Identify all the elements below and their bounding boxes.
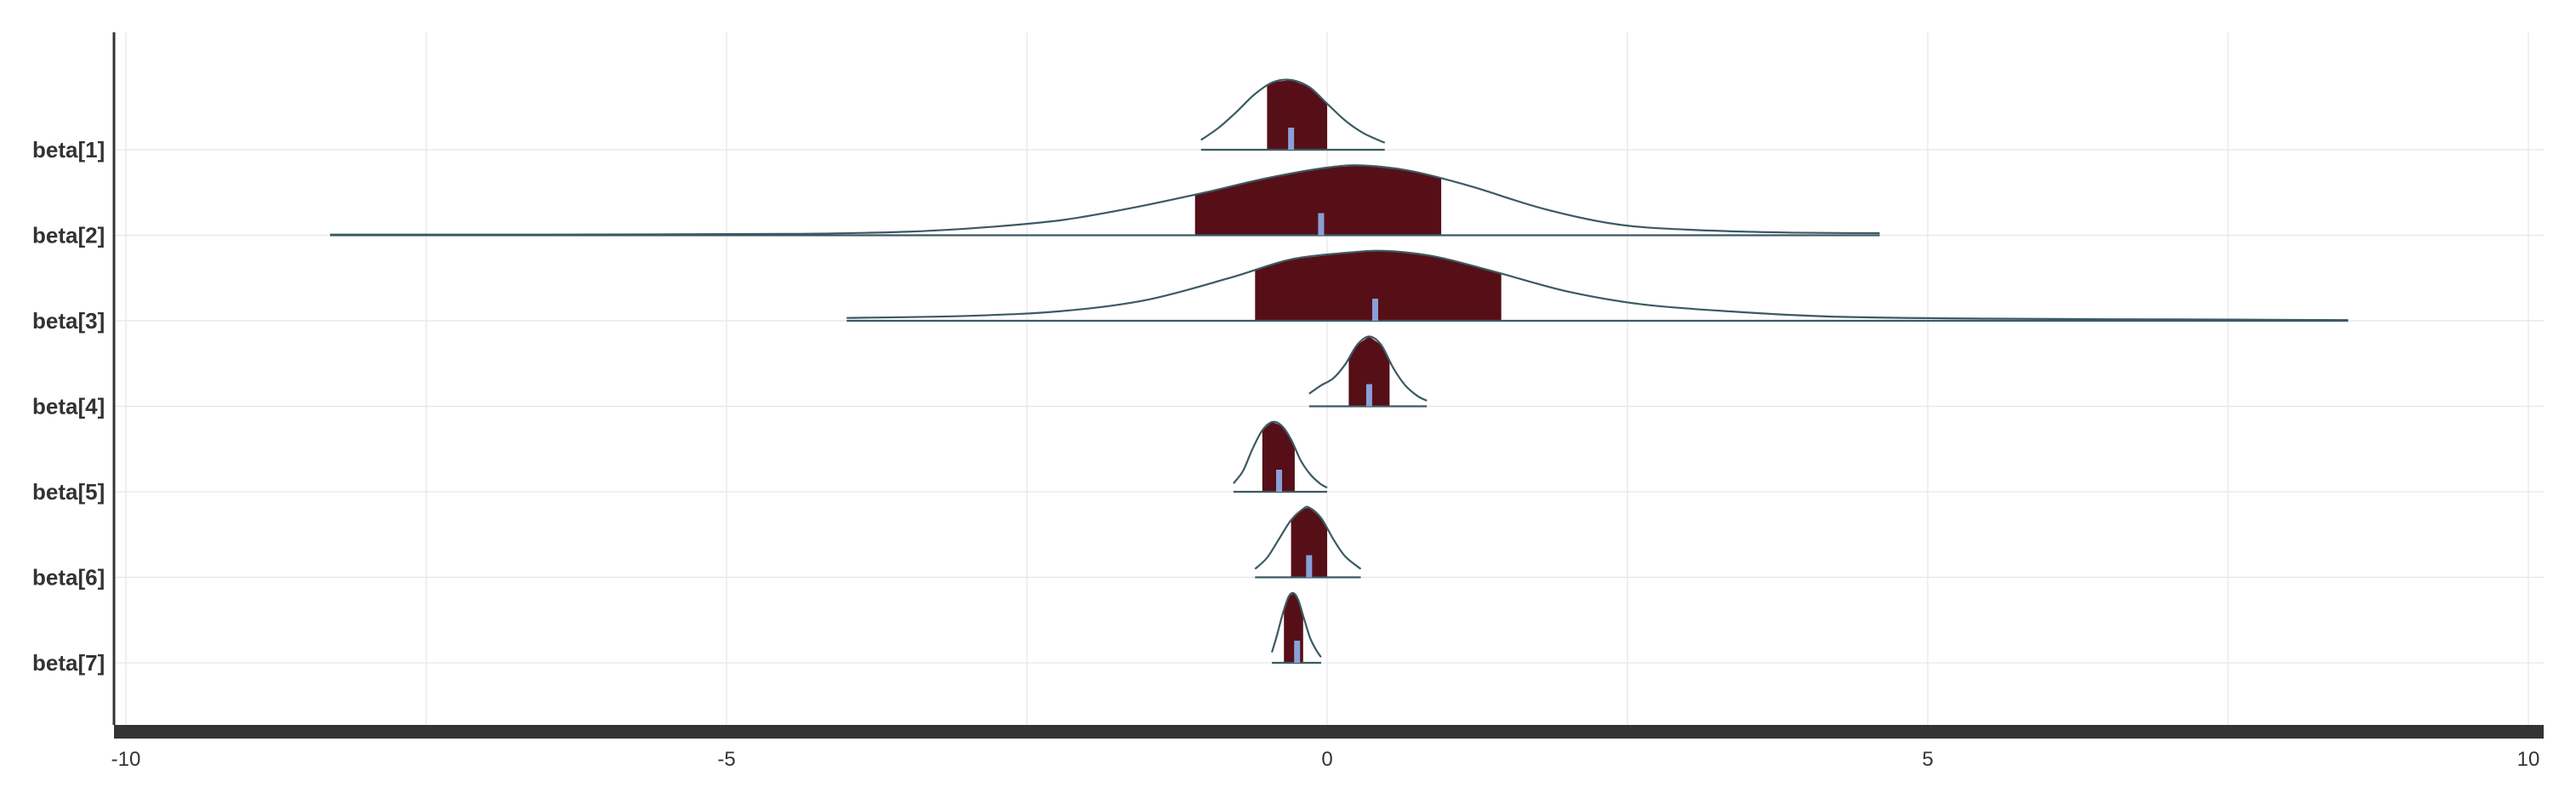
- x-axis-bar: [114, 725, 2544, 739]
- x-tick-labels: -10 -5 0 5 10: [111, 748, 2540, 771]
- interval-fill: [1255, 251, 1502, 321]
- density-curve: [1200, 78, 1386, 144]
- interval-fill: [1291, 507, 1327, 578]
- density-curve: [1254, 505, 1362, 570]
- row-label: beta[6]: [32, 565, 105, 590]
- density-curve: [846, 249, 2349, 322]
- density-ridges: [329, 78, 2349, 665]
- x-tick-label: 0: [1321, 748, 1332, 771]
- grid-lines: [114, 32, 2544, 725]
- median-marker: [1371, 299, 1378, 321]
- row-label: beta[2]: [32, 223, 105, 248]
- ridge-beta[6]: [1254, 505, 1362, 579]
- row-label: beta[7]: [32, 650, 105, 676]
- axes: [112, 32, 2544, 739]
- x-tick-label: -10: [111, 748, 141, 771]
- ridge-beta[2]: [329, 164, 1880, 237]
- density-curve: [1308, 335, 1428, 402]
- row-label: beta[4]: [32, 394, 105, 419]
- interval-fill: [1267, 80, 1327, 150]
- median-marker: [1288, 128, 1295, 150]
- ridge-beta[5]: [1233, 420, 1328, 493]
- row-label: beta[3]: [32, 308, 105, 334]
- ridge-beta[7]: [1270, 591, 1322, 665]
- density-curve: [1270, 591, 1322, 659]
- median-marker: [1318, 213, 1325, 236]
- median-marker: [1365, 384, 1372, 407]
- x-tick-label: 5: [1922, 748, 1933, 771]
- median-marker: [1294, 641, 1301, 663]
- row-labels: beta[1] beta[2] beta[3] beta[4] beta[5] beta[…: [32, 137, 105, 676]
- density-curve: [1233, 420, 1328, 489]
- x-tick-label: -5: [717, 748, 735, 771]
- median-marker: [1306, 555, 1313, 578]
- row-label: beta[1]: [32, 137, 105, 163]
- density-curve: [329, 164, 1880, 236]
- interval-fill: [1262, 422, 1295, 492]
- ridge-beta[4]: [1308, 335, 1428, 408]
- ridge-beta[1]: [1200, 78, 1386, 151]
- median-marker: [1276, 470, 1283, 492]
- ridge-beta[3]: [846, 249, 2349, 322]
- interval-fill: [1194, 165, 1442, 236]
- interval-fill: [1348, 336, 1390, 407]
- row-label: beta[5]: [32, 479, 105, 505]
- x-tick-label: 10: [2517, 748, 2540, 771]
